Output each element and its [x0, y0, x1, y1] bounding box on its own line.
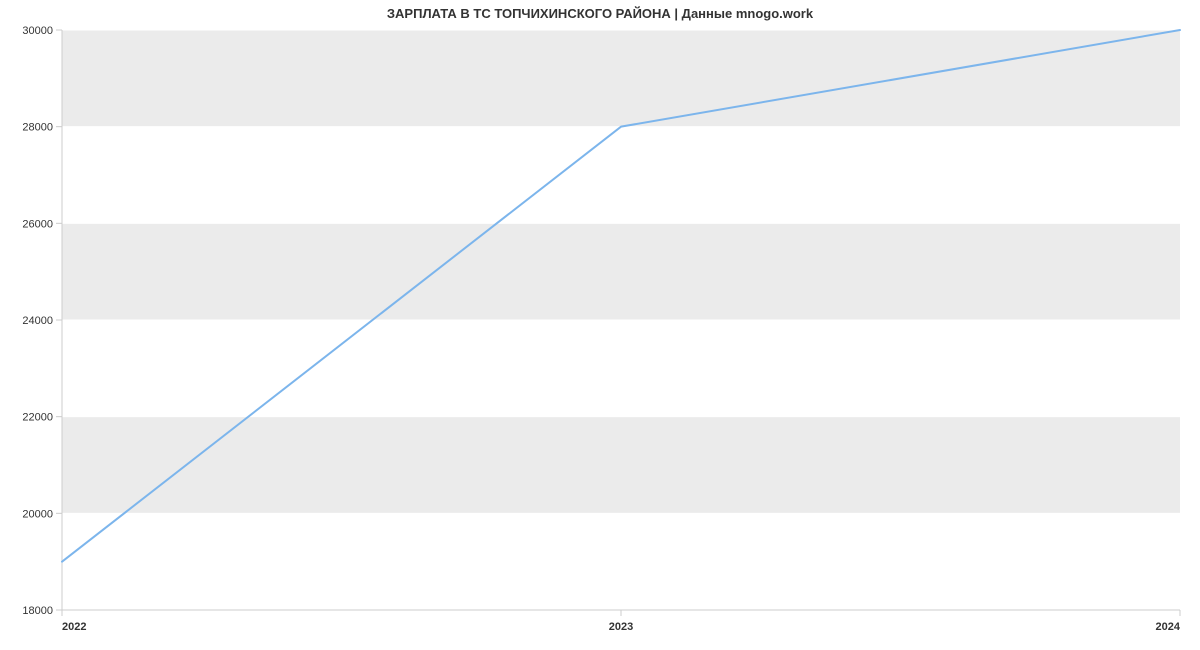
chart-svg: 18000 20000 22000 24000 26000 28000 30000 2022 2…	[0, 0, 1200, 650]
svg-text:30000: 30000	[22, 25, 53, 37]
svg-text:20000: 20000	[22, 508, 53, 520]
svg-text:28000: 28000	[22, 122, 53, 134]
svg-text:2022: 2022	[62, 621, 86, 633]
svg-text:18000: 18000	[22, 605, 53, 617]
svg-text:2023: 2023	[609, 621, 633, 633]
svg-text:24000: 24000	[22, 315, 53, 327]
line-chart: ЗАРПЛАТА В ТС ТОПЧИХИНСКОГО РАЙОНА | Дан…	[0, 0, 1200, 650]
svg-text:22000: 22000	[22, 412, 53, 424]
svg-text:2024: 2024	[1156, 621, 1181, 633]
svg-text:26000: 26000	[22, 218, 53, 230]
chart-title: ЗАРПЛАТА В ТС ТОПЧИХИНСКОГО РАЙОНА | Дан…	[0, 6, 1200, 21]
